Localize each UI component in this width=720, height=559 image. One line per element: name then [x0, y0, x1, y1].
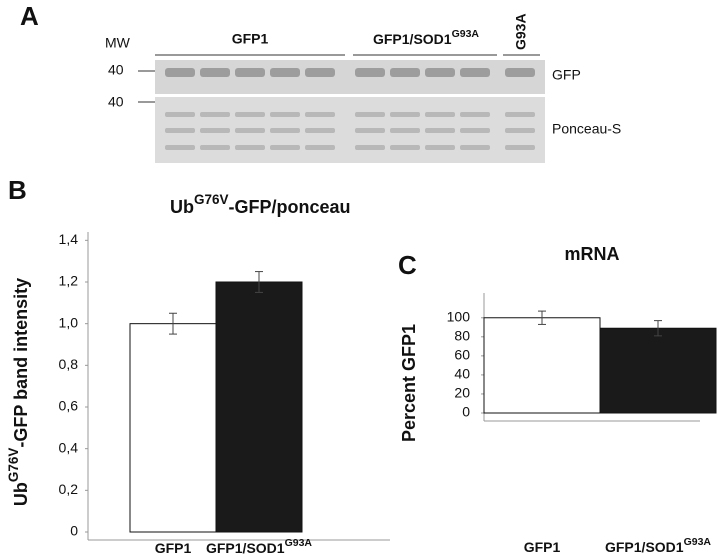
ponceau-band	[425, 128, 455, 133]
ponceau-band	[460, 145, 490, 150]
text-part: G93A	[684, 536, 712, 548]
text-part: G76V	[6, 448, 21, 483]
x-tick-label: GFP1/SOD1G93A	[605, 536, 711, 555]
ponceau-band	[355, 112, 385, 117]
ponceau-band	[355, 145, 385, 150]
text-part: G93A	[285, 537, 313, 549]
band-label: Ponceau-S	[552, 121, 621, 137]
gfp-band	[270, 68, 300, 77]
y-tick-label: 0,4	[59, 439, 79, 455]
ponceau-band	[305, 112, 335, 117]
text-part: GFP1/SOD1	[605, 539, 684, 555]
text-part: G93A	[452, 28, 480, 40]
ponceau-band	[505, 145, 535, 150]
text-part: -GFP band intensity	[11, 278, 31, 448]
ponceau-band	[460, 112, 490, 117]
gfp-band	[505, 68, 535, 77]
ponceau-band	[165, 145, 195, 150]
bar	[599, 327, 717, 414]
band-label: GFP	[552, 67, 581, 83]
ponceau-band	[390, 112, 420, 117]
ponceau-band	[200, 145, 230, 150]
ponceau-band	[235, 112, 265, 117]
text-part: GFP1	[524, 539, 561, 555]
ponceau-band	[270, 128, 300, 133]
ponceau-band	[200, 128, 230, 133]
gfp-band	[460, 68, 490, 77]
bar	[215, 281, 303, 533]
gfp-band	[165, 68, 195, 77]
marker-label: 40	[108, 94, 124, 110]
marker-label: 40	[108, 62, 124, 78]
x-tick-label: GFP1	[155, 540, 192, 556]
y-tick-label: 0	[462, 404, 470, 420]
panel-label: B	[8, 175, 27, 205]
bar	[129, 323, 217, 533]
ponceau-band	[425, 112, 455, 117]
gfp-band	[200, 68, 230, 77]
x-tick-label: GFP1/SOD1G93A	[206, 537, 312, 556]
y-tick-label: 40	[454, 366, 470, 382]
text-part: -GFP/ponceau	[229, 197, 351, 217]
gfp-band	[305, 68, 335, 77]
y-axis-label: Percent GFP1	[399, 324, 419, 442]
text-part: G76V	[194, 192, 229, 207]
gfp-band	[355, 68, 385, 77]
y-tick-label: 60	[454, 347, 470, 363]
y-tick-label: 0,8	[59, 356, 79, 372]
group-label: GFP1/SOD1G93A	[373, 28, 479, 47]
ponceau-band	[390, 145, 420, 150]
text-part: GFP1/SOD1	[373, 31, 452, 47]
ponceau-band	[355, 128, 385, 133]
ponceau-band	[200, 112, 230, 117]
panel-label: A	[20, 1, 39, 31]
text-part: Ub	[170, 197, 194, 217]
bar	[483, 317, 601, 414]
text-part: GFP1/SOD1	[206, 540, 285, 556]
y-tick-label: 20	[454, 385, 470, 401]
y-axis-label: UbG76V-GFP band intensity	[6, 278, 31, 506]
ponceau-band	[270, 112, 300, 117]
y-tick-label: 1,4	[59, 231, 79, 247]
ponceau-band	[165, 128, 195, 133]
y-tick-label: 80	[454, 328, 470, 344]
y-tick-label: 0,2	[59, 481, 79, 497]
y-tick-label: 0,6	[59, 398, 79, 414]
ponceau-band	[505, 128, 535, 133]
ponceau-band	[270, 145, 300, 150]
ponceau-band	[235, 128, 265, 133]
ponceau-band	[305, 128, 335, 133]
ponceau-band	[425, 145, 455, 150]
ponceau-band	[235, 145, 265, 150]
ponceau-band	[460, 128, 490, 133]
gfp-band	[235, 68, 265, 77]
ponceau-band	[505, 112, 535, 117]
ponceau-band	[390, 128, 420, 133]
chart-title: UbG76V-GFP/ponceau	[170, 192, 351, 217]
group-label: G93A	[513, 13, 529, 50]
western-blot	[155, 60, 545, 163]
chart-title: mRNA	[564, 244, 619, 264]
text-part: Percent GFP1	[399, 324, 419, 442]
y-tick-label: 1,0	[59, 314, 79, 330]
y-tick-label: 1,2	[59, 273, 79, 289]
text-part: mRNA	[564, 244, 619, 264]
ponceau-band	[305, 145, 335, 150]
gfp-band	[390, 68, 420, 77]
text-part: GFP1	[155, 540, 192, 556]
gfp-band	[425, 68, 455, 77]
x-tick-label: GFP1	[524, 539, 561, 555]
y-tick-label: 0	[70, 523, 78, 539]
panel-label: C	[398, 250, 417, 280]
y-tick-label: 100	[447, 308, 471, 324]
mw-label: MW	[105, 35, 131, 51]
group-label: GFP1	[232, 31, 269, 47]
text-part: Ub	[11, 482, 31, 506]
ponceau-band	[165, 112, 195, 117]
